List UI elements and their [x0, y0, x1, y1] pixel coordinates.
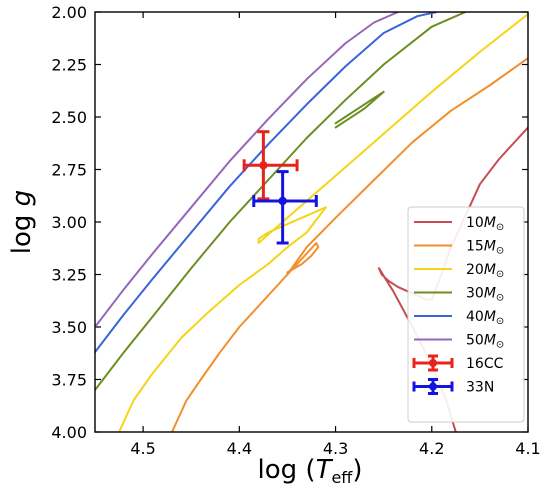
legend-label-10: 10M⊙: [466, 215, 504, 233]
legend-label-30: 30M⊙: [466, 286, 504, 304]
series-line-30b: [334, 90, 385, 129]
legend-swatch-point: [429, 359, 437, 367]
legend-box: [407, 206, 525, 423]
series-line-15: [171, 57, 528, 432]
legend: 10M⊙ 15M⊙ 20M⊙ 30M⊙ 40M⊙ 50M⊙ 16CC 33N: [407, 206, 525, 423]
ticks-layer: 4.5 4.4 4.3 4.2 4.1 2.00 2.25 2.50 2.75 3.00 3.25 3…: [51, 3, 540, 458]
y-tick-label: 4.00: [51, 423, 87, 442]
y-tick-label: 2.75: [51, 161, 87, 180]
y-tick-label: 2.50: [51, 108, 87, 127]
errorbar-16CC: [242, 130, 299, 201]
errorbar-layer: [242, 130, 318, 245]
x-tick-label: 4.5: [130, 439, 155, 458]
legend-label-15: 15M⊙: [466, 239, 504, 257]
series-line-20: [118, 13, 528, 432]
series-line-40: [95, 12, 438, 354]
legend-label-50: 50M⊙: [466, 333, 504, 351]
x-tick-label: 4.4: [227, 439, 252, 458]
errorbar-point: [278, 196, 287, 206]
errorbar-point: [259, 161, 268, 170]
legend-label-33N: 33N: [466, 380, 494, 396]
x-axis-title: log (Teff): [258, 455, 363, 487]
y-tick-label: 3.25: [51, 266, 87, 285]
y-tick-label: 3.75: [51, 371, 87, 390]
legend-label-20: 20M⊙: [466, 262, 504, 280]
y-tick-label: 3.50: [51, 318, 87, 337]
legend-swatch-point: [429, 382, 437, 391]
y-tick-label: 2.25: [51, 56, 87, 75]
errorbar-33N: [252, 170, 318, 245]
x-tick-label: 4.1: [515, 439, 540, 458]
x-tick-label: 4.3: [323, 439, 348, 458]
y-tick-label: 3.00: [51, 213, 87, 232]
x-tick-label: 4.2: [419, 439, 444, 458]
series-line-50: [95, 12, 400, 328]
y-axis-title: log g: [7, 190, 37, 254]
legend-label-40: 40M⊙: [466, 309, 504, 327]
plot-frame: [94, 11, 529, 433]
y-tick-label: 2.00: [51, 3, 87, 22]
series-line-30: [95, 12, 467, 391]
legend-label-16CC: 16CC: [466, 356, 504, 372]
